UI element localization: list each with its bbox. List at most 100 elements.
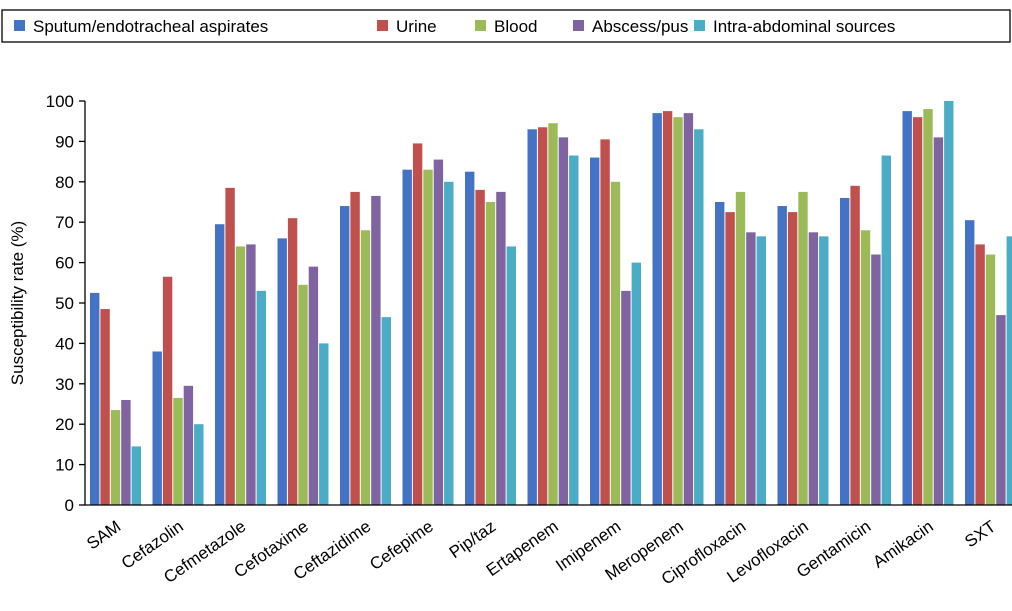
bar [246,244,256,506]
bar [923,109,933,505]
bar [965,220,975,505]
bar [808,232,819,506]
bar [256,290,266,505]
y-tick-label: 30 [55,375,74,394]
bar [975,244,985,506]
x-tick-label: SXT [961,517,999,552]
bar [496,191,506,505]
bar [912,117,923,505]
bar [610,181,621,506]
bar [412,143,423,506]
y-tick-label: 90 [55,132,74,151]
bar [90,292,100,505]
x-tick-label: Amikacin [869,517,936,572]
bar [871,254,881,505]
legend-label: Urine [396,17,437,36]
bar [569,155,579,506]
y-tick-label: 40 [55,334,74,353]
bar [402,169,412,505]
bar [444,181,454,506]
bar [527,129,537,505]
bar [277,238,287,506]
bar [235,246,246,505]
y-tick-label: 0 [65,496,74,515]
x-ticks: SAMCefazolinCefmetazoleCefotaximeCeftazi… [83,517,999,589]
bar [131,446,141,505]
legend-swatch [573,20,584,31]
bar [933,137,944,506]
bar [152,351,162,505]
bar [902,111,912,505]
bar [600,139,610,505]
legend-label: Blood [494,17,537,36]
bar [715,202,725,505]
bar [725,212,735,505]
bar [694,129,704,505]
bar [683,113,694,506]
bar [381,317,391,505]
bar [215,224,225,505]
bar [162,276,173,505]
bar [787,212,798,505]
bar [850,185,860,505]
bar [662,111,673,505]
bar [652,113,662,506]
legend-label: Intra-abdominal sources [713,17,895,36]
y-tick-label: 80 [55,173,74,192]
y-tick-label: 50 [55,294,74,313]
x-tick-label: SAM [83,517,124,554]
bar [1006,236,1012,505]
bar [548,123,558,505]
y-tick-label: 10 [55,456,74,475]
bar [350,191,360,505]
x-tick-label: Pip/taz [446,517,499,562]
bar [465,171,475,505]
bar [746,232,756,506]
bar [819,236,829,505]
legend: Sputum/endotracheal aspirates Urine Blood A… [1,9,1011,43]
y-tick-label: 60 [55,254,74,273]
bar [985,254,996,505]
bar [183,385,194,505]
bar [121,399,131,505]
bar [308,266,319,505]
bar [881,155,891,506]
legend-box [1,9,1011,43]
bar [423,169,433,505]
legend-swatch [377,20,388,31]
y-axis-title: Susceptibility rate (%) [8,221,27,385]
bar [590,157,600,505]
bar [735,191,746,505]
bar [100,309,110,505]
bar [558,137,569,506]
bar [631,262,641,505]
bar [360,230,371,505]
bar [225,187,235,506]
bar [173,397,183,505]
legend-swatch [14,20,25,31]
bar [110,410,121,505]
legend-swatch [475,20,486,31]
bar [287,218,298,505]
bar [475,189,485,505]
bar [777,206,787,506]
bar [298,284,308,505]
bars [90,101,1012,506]
bar [506,246,516,505]
legend-swatch [694,20,705,31]
bar [194,424,204,505]
bar [756,236,766,505]
bar [996,315,1006,505]
legend-label: Abscess/pus [592,17,688,36]
bar [319,343,329,505]
y-tick-label: 70 [55,213,74,232]
legend-label: Sputum/endotracheal aspirates [33,17,268,36]
bar [340,206,350,506]
bar [944,101,954,505]
bar [798,191,808,505]
bar [433,159,444,505]
y-tick-label: 100 [46,92,74,111]
bar [537,127,548,505]
bar [840,197,850,505]
